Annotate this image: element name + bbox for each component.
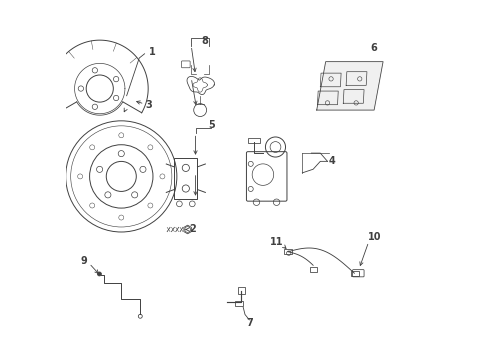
Text: 1: 1	[149, 46, 156, 57]
Bar	[310, 267, 318, 272]
Text: 10: 10	[368, 232, 382, 242]
Text: 4: 4	[328, 156, 335, 166]
Text: 3: 3	[146, 100, 152, 111]
Text: 5: 5	[209, 121, 216, 130]
Bar	[238, 287, 245, 294]
Bar	[174, 158, 197, 199]
Text: 11: 11	[270, 237, 283, 247]
Text: 7: 7	[246, 318, 253, 328]
Bar	[351, 271, 359, 276]
Bar	[285, 249, 293, 254]
Circle shape	[98, 272, 101, 276]
Text: 6: 6	[370, 43, 377, 53]
Bar	[248, 138, 260, 143]
Polygon shape	[317, 62, 383, 110]
Bar	[235, 301, 243, 306]
Text: 8: 8	[201, 36, 208, 46]
Text: 9: 9	[81, 256, 88, 266]
Text: 2: 2	[190, 225, 196, 234]
